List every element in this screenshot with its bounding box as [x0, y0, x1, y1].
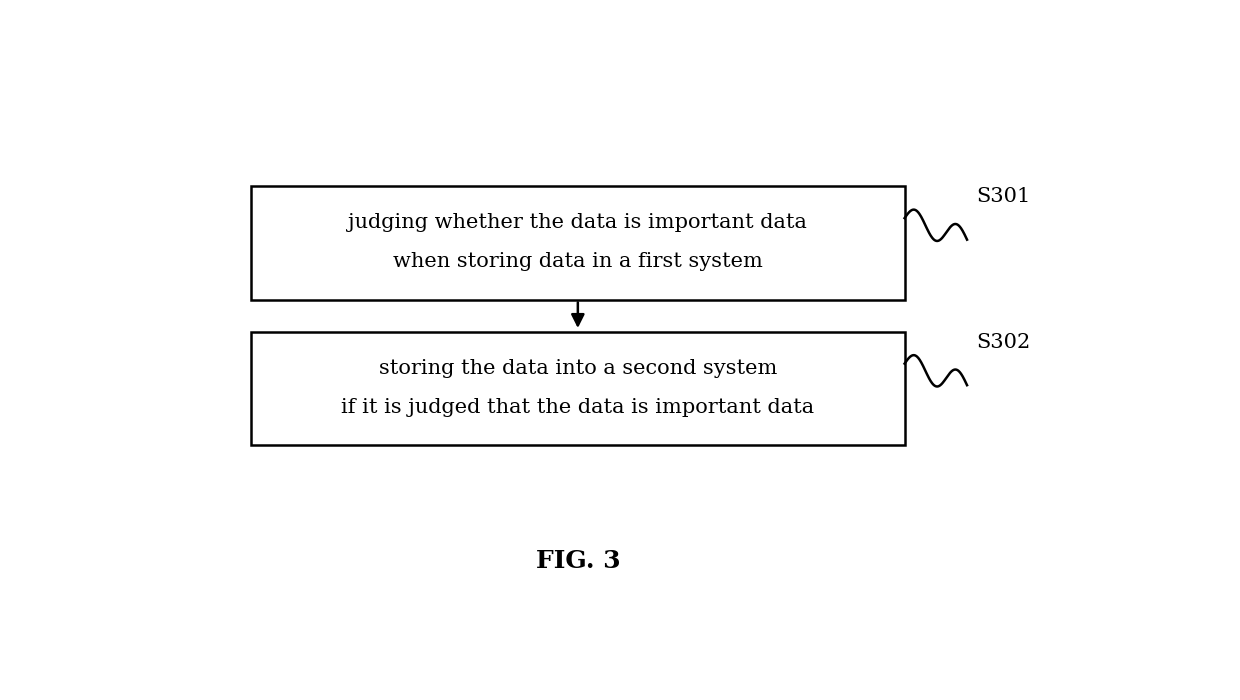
Text: S301: S301: [977, 187, 1030, 206]
Text: when storing data in a first system: when storing data in a first system: [393, 253, 763, 272]
Text: if it is judged that the data is important data: if it is judged that the data is importa…: [341, 398, 815, 417]
Text: S302: S302: [977, 332, 1030, 351]
Text: storing the data into a second system: storing the data into a second system: [378, 358, 777, 377]
Text: FIG. 3: FIG. 3: [536, 549, 620, 573]
FancyBboxPatch shape: [250, 186, 905, 300]
FancyBboxPatch shape: [250, 332, 905, 445]
Text: judging whether the data is important data: judging whether the data is important da…: [348, 213, 807, 232]
